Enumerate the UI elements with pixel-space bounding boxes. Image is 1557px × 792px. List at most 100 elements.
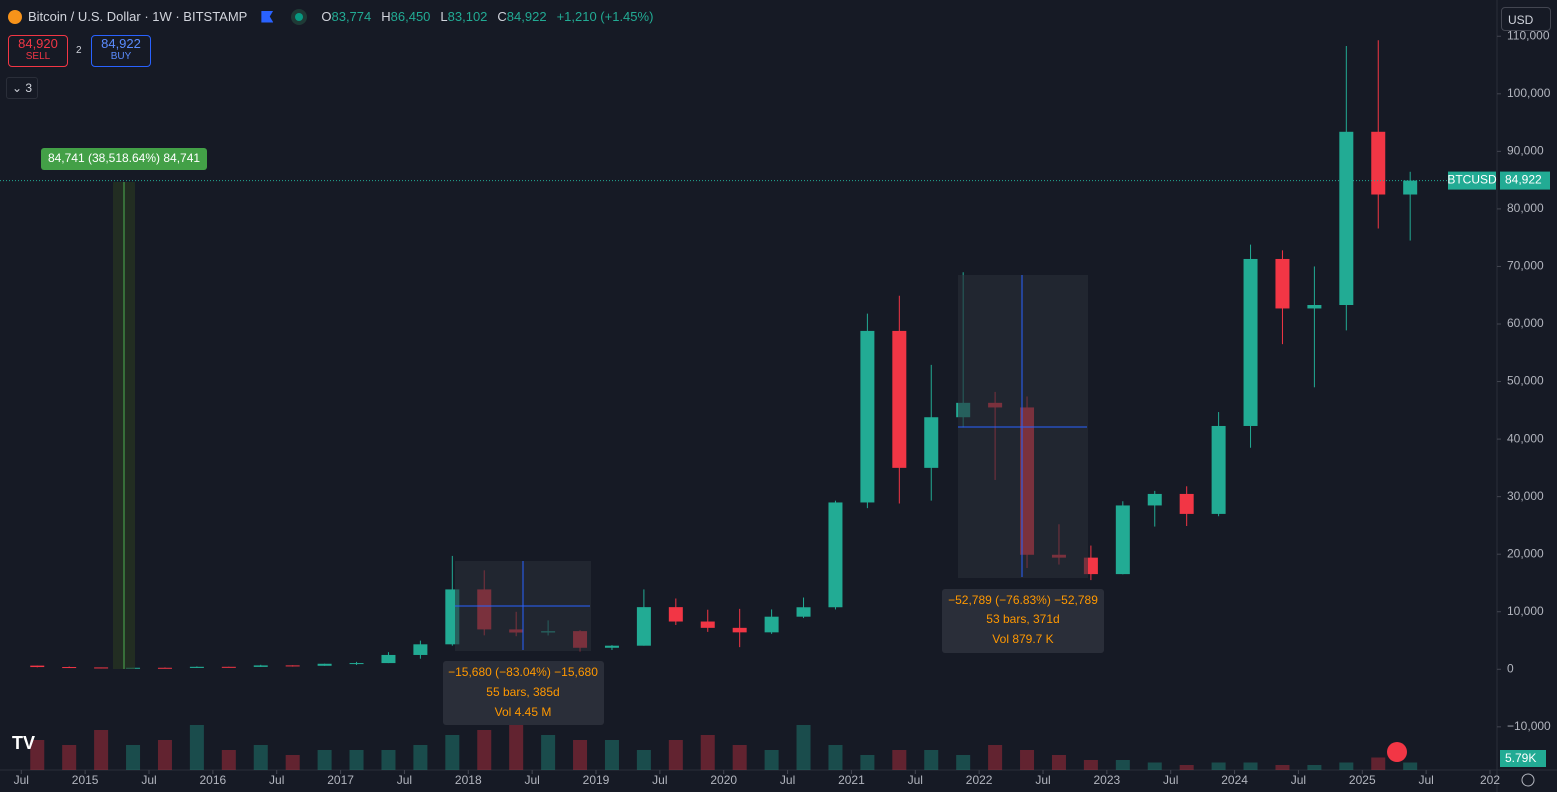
volume-bar xyxy=(860,755,875,770)
candle-body xyxy=(30,665,45,668)
volume-bar xyxy=(700,735,715,770)
volume-bar xyxy=(1403,762,1418,770)
coin-icon xyxy=(8,9,22,24)
range-label: −52,789 (−76.83%) −52,789 xyxy=(948,593,1098,607)
volume-bar xyxy=(541,735,556,770)
candle-body xyxy=(1403,180,1418,195)
volume-bar xyxy=(796,725,811,770)
x-tick-label: Jul xyxy=(269,773,284,787)
ohlc-key: L xyxy=(440,9,448,24)
volume-bar xyxy=(445,735,460,770)
candle-body xyxy=(62,667,77,669)
volume-bar xyxy=(1275,765,1290,770)
settings-icon[interactable] xyxy=(1521,773,1535,787)
x-tick-label: Jul xyxy=(780,773,795,787)
range-label-box xyxy=(942,589,1104,653)
volume-bar xyxy=(764,750,779,770)
volume-bar xyxy=(221,750,236,770)
volume-bar xyxy=(573,740,588,770)
volume-bar xyxy=(509,725,524,770)
candle-body xyxy=(636,607,651,646)
volume-bar xyxy=(988,745,1003,770)
volume-bar xyxy=(636,750,651,770)
candle-body xyxy=(157,667,172,669)
volume-bar xyxy=(285,755,300,770)
volume-bar xyxy=(477,730,492,770)
range-label: Vol 879.7 K xyxy=(992,632,1053,646)
y-tick-label: 0 xyxy=(1507,661,1514,675)
volume-bar xyxy=(62,745,77,770)
x-tick-label: 2015 xyxy=(72,773,99,787)
x-tick-label: Jul xyxy=(1035,773,1050,787)
price-change: +1,210 (+1.45%) xyxy=(556,9,654,24)
price-tag-box xyxy=(1500,171,1550,190)
y-tick-label: 30,000 xyxy=(1507,489,1544,503)
events-icon[interactable] xyxy=(1387,742,1407,762)
volume-bar xyxy=(1051,755,1066,770)
candle-body xyxy=(94,667,109,669)
sell-button[interactable]: 84,920 SELL xyxy=(8,35,68,67)
candle-body xyxy=(189,666,204,668)
market-status xyxy=(295,12,304,21)
range-label: 55 bars, 385d xyxy=(486,685,559,699)
candle-body xyxy=(285,665,300,667)
volume-bar xyxy=(413,745,428,770)
ohlc-key: H xyxy=(381,9,391,24)
y-tick-label: 50,000 xyxy=(1507,374,1544,388)
buy-button[interactable]: 84,922 BUY xyxy=(91,35,151,67)
currency-select[interactable]: USD xyxy=(1501,7,1551,31)
volume-bar xyxy=(317,750,332,770)
volume-bar xyxy=(1339,762,1354,770)
price-tag: 84,922 xyxy=(1505,173,1542,187)
symbol-title[interactable]: Bitcoin / U.S. Dollar · 1W · BITSTAMP xyxy=(28,9,248,24)
y-tick-label: 70,000 xyxy=(1507,259,1544,273)
range-label-box xyxy=(443,661,604,725)
x-tick-label: 2023 xyxy=(1094,773,1121,787)
candle-body xyxy=(413,644,428,655)
volume-bar xyxy=(126,745,141,770)
indicators-toggle[interactable]: ⌄ 3 xyxy=(6,77,38,99)
volume-bar xyxy=(349,750,364,770)
x-tick-label: Jul xyxy=(141,773,156,787)
x-tick-label: 2020 xyxy=(710,773,737,787)
candle-body xyxy=(349,663,364,665)
volume-bar xyxy=(1243,762,1258,770)
x-tick-label: Jul xyxy=(1291,773,1306,787)
volume-tag: 5.79K xyxy=(1505,751,1536,765)
candle-body xyxy=(732,627,747,633)
sell-price: 84,920 xyxy=(18,36,58,51)
flag-icon xyxy=(261,10,274,23)
x-tick-label: Jul xyxy=(1418,773,1433,787)
volume-bar xyxy=(1211,762,1226,770)
x-tick-label: Jul xyxy=(908,773,923,787)
volume-bar xyxy=(189,725,204,770)
buy-price: 84,922 xyxy=(101,36,141,51)
candle-body xyxy=(1371,131,1386,195)
symbol-header: Bitcoin / U.S. Dollar · 1W · BITSTAMP O8… xyxy=(8,9,657,24)
volume-bar xyxy=(892,750,907,770)
y-tick-label: 80,000 xyxy=(1507,201,1544,215)
range-label-box xyxy=(41,148,207,170)
y-tick-label: 20,000 xyxy=(1507,546,1544,560)
candle-body xyxy=(253,665,268,667)
candle-body xyxy=(1211,425,1226,514)
volume-layer xyxy=(30,725,1418,770)
candle-body xyxy=(796,607,811,617)
y-tick-label: 10,000 xyxy=(1507,604,1544,618)
y-tick-label: −10,000 xyxy=(1507,719,1551,733)
candle-body xyxy=(1243,258,1258,426)
y-tick-label: 40,000 xyxy=(1507,431,1544,445)
candle-body xyxy=(1115,505,1130,575)
x-tick-label: 2016 xyxy=(200,773,227,787)
x-tick-label: 2024 xyxy=(1221,773,1248,787)
x-tick-label: Jul xyxy=(652,773,667,787)
volume-bar xyxy=(1083,760,1098,770)
buy-label: BUY xyxy=(110,51,132,62)
candle-body xyxy=(1307,305,1322,309)
candle-body xyxy=(764,616,779,633)
volume-tag-box xyxy=(1500,750,1546,767)
x-tick-label: Jul xyxy=(1163,773,1178,787)
